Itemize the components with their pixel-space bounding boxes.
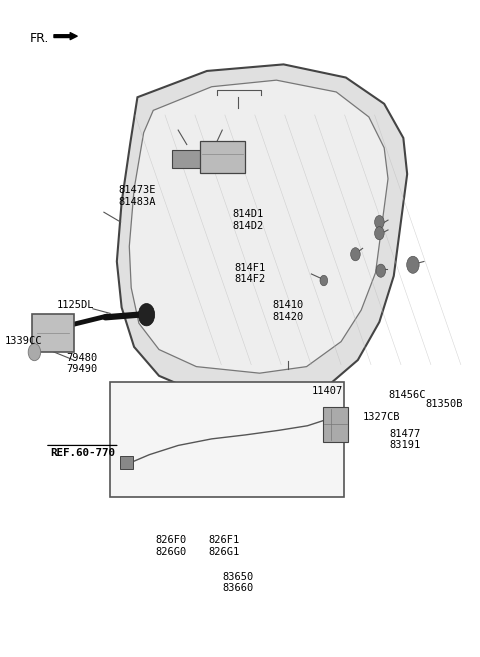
Text: 83650
83660: 83650 83660 (222, 572, 253, 593)
Text: 826F1
826G1: 826F1 826G1 (208, 535, 240, 557)
Circle shape (28, 344, 41, 361)
Polygon shape (129, 80, 388, 373)
Bar (323, 407, 348, 442)
Text: 1339CC: 1339CC (5, 336, 43, 346)
Text: 11407: 11407 (312, 386, 343, 396)
Circle shape (351, 248, 360, 261)
Text: FR.: FR. (30, 32, 49, 45)
Text: 81477: 81477 (389, 429, 420, 439)
Text: 79480
79490: 79480 79490 (67, 353, 98, 374)
Circle shape (374, 215, 384, 229)
Bar (120, 456, 133, 469)
Text: 826F0
826G0: 826F0 826G0 (156, 535, 187, 557)
Text: 814D1
814D2: 814D1 814D2 (232, 209, 263, 231)
Circle shape (138, 304, 155, 326)
Text: REF.60-770: REF.60-770 (50, 448, 115, 458)
Text: 81473E
81483A: 81473E 81483A (119, 185, 156, 207)
Bar (172, 150, 208, 168)
Circle shape (376, 264, 385, 277)
Text: 81410
81420: 81410 81420 (273, 300, 304, 322)
Bar (110, 382, 344, 497)
Text: 83191: 83191 (389, 440, 420, 450)
Text: 1125DL: 1125DL (57, 300, 94, 310)
Text: 1327CB: 1327CB (362, 412, 400, 422)
Polygon shape (117, 64, 407, 401)
Circle shape (407, 256, 419, 273)
Bar (200, 141, 245, 173)
Text: 81350B: 81350B (425, 399, 462, 409)
Circle shape (374, 227, 384, 240)
Circle shape (320, 275, 328, 286)
Text: 81456C: 81456C (388, 390, 425, 399)
Text: 814F1
814F2: 814F1 814F2 (234, 263, 265, 284)
Bar (32, 314, 74, 352)
